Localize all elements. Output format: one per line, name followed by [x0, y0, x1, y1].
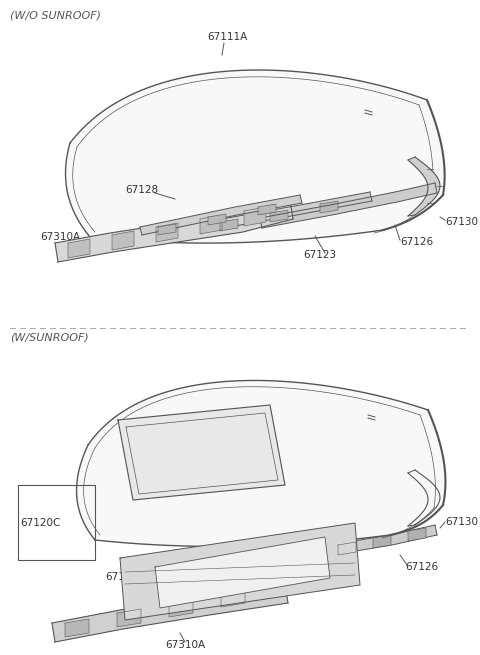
Polygon shape [408, 528, 426, 541]
Text: 67310A: 67310A [40, 232, 80, 242]
Polygon shape [55, 200, 293, 262]
Polygon shape [408, 470, 440, 526]
Polygon shape [260, 183, 437, 228]
Polygon shape [120, 523, 360, 620]
Polygon shape [373, 535, 391, 548]
Text: 67130: 67130 [445, 517, 478, 527]
Polygon shape [205, 192, 372, 231]
Text: (W/O SUNROOF): (W/O SUNROOF) [10, 10, 101, 20]
Polygon shape [158, 224, 176, 235]
Polygon shape [320, 201, 338, 213]
Polygon shape [200, 215, 222, 234]
Polygon shape [156, 223, 178, 242]
Text: 67128: 67128 [125, 185, 158, 195]
Polygon shape [65, 70, 444, 243]
Polygon shape [155, 537, 330, 608]
Text: 67126: 67126 [405, 562, 438, 572]
Text: 67123: 67123 [303, 250, 336, 260]
Polygon shape [408, 157, 440, 216]
Polygon shape [338, 542, 356, 555]
Polygon shape [169, 599, 193, 617]
Text: 67115: 67115 [105, 572, 138, 582]
Polygon shape [258, 204, 276, 215]
Polygon shape [244, 207, 266, 226]
Polygon shape [52, 584, 288, 642]
Polygon shape [68, 239, 90, 258]
Polygon shape [65, 619, 89, 637]
Polygon shape [270, 210, 288, 222]
Polygon shape [76, 381, 445, 546]
Polygon shape [118, 405, 285, 500]
Polygon shape [117, 609, 141, 627]
Text: 67310A: 67310A [165, 640, 205, 650]
Text: 67111A: 67111A [207, 32, 247, 42]
Polygon shape [221, 589, 245, 607]
Polygon shape [220, 219, 238, 231]
Polygon shape [140, 195, 302, 235]
Text: (W/SUNROOF): (W/SUNROOF) [10, 333, 89, 343]
Polygon shape [208, 214, 226, 225]
Text: 67126: 67126 [400, 237, 433, 247]
Polygon shape [330, 525, 437, 555]
Text: 67120C: 67120C [20, 517, 60, 527]
Polygon shape [112, 231, 134, 250]
Text: 67130: 67130 [445, 217, 478, 227]
Bar [18, 485, 95, 560]
